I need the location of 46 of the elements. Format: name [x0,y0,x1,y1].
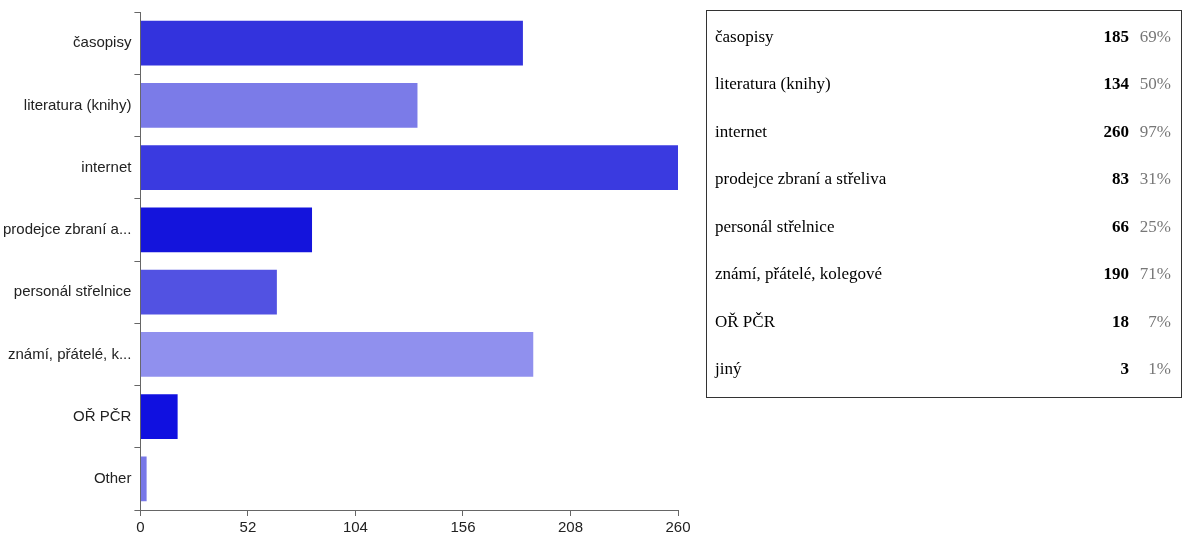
data-label: 185 [1103,26,1129,47]
data-label: 69% [1138,26,1171,47]
data-label: 134 [1103,74,1129,95]
x-tick-label: 104 [342,518,368,536]
y-tick-label: známí, přátelé, k... [8,344,132,362]
y-tick-label: prodejce zbraní a... [2,220,132,238]
data-label: 1% [1147,359,1171,380]
x-tick-label: 260 [665,518,691,536]
y-tick-label: OŘ PČR [73,406,132,424]
y-tick-label: internet [81,157,133,175]
data-label: 66 [1112,216,1129,237]
category-label: personál střelnice [715,216,836,237]
y-tick-label: časopisy [73,33,132,51]
x-tick-label: 208 [557,518,583,536]
x-tick-label: 52 [239,518,257,536]
category-label: časopisy [715,26,775,47]
data-label: 260 [1103,121,1129,142]
data-label: 83 [1112,169,1129,190]
bar [140,331,534,377]
category-label: známí, přátelé, kolegové [715,264,884,285]
data-label: 97% [1138,121,1171,142]
bar [140,269,277,315]
data-label: 31% [1138,169,1171,190]
category-label: prodejce zbraní a střeliva [715,169,888,190]
category-label: jiný [715,359,743,380]
bar [140,207,313,253]
data-label: 50% [1138,74,1171,95]
data-label: 190 [1103,264,1129,285]
y-tick-label: Other [93,469,132,487]
y-tick-label: literatura (knihy) [23,95,132,113]
x-tick-label: 156 [450,518,476,536]
bar [140,82,418,128]
category-label: literatura (knihy) [715,74,832,95]
x-tick-label: 0 [136,518,145,536]
data-label: 25% [1138,216,1171,237]
data-label: 18 [1112,311,1129,332]
y-tick-label: personál střelnice [13,282,132,300]
data-label: 71% [1138,264,1171,285]
data-label: 7% [1147,311,1171,332]
bar [140,394,178,440]
bar [140,20,523,66]
category-label: internet [715,121,768,142]
bar [140,456,147,502]
bar [140,145,678,191]
data-label: 3 [1120,359,1129,380]
category-label: OŘ PČR [715,311,776,332]
